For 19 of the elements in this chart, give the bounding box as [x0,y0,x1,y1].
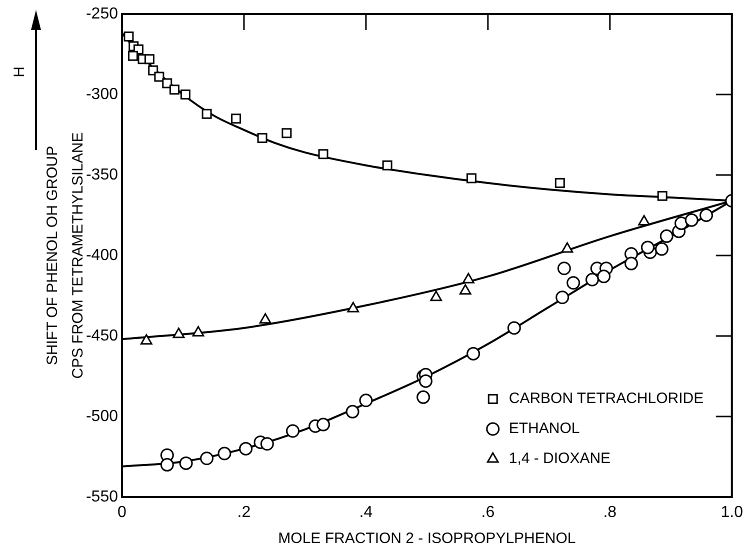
x-tick-label: .8 [603,504,617,522]
x-tick-label: 1.0 [720,504,744,522]
x-tick-label: .2 [237,504,251,522]
text: H [11,66,28,78]
y-axis-title: SHIFT OF PHENOL OH GROUP CPS FROM TETRAMETHYLSILANE [44,132,86,379]
legend-label: 1,4 - DIOXANE [508,450,611,468]
y-tick-label: -550 [86,488,118,506]
x-tick-label: 0 [118,504,127,522]
legend-label: ETHANOL [508,420,580,438]
y-tick-label: -500 [86,408,118,425]
y-tick-label: -250 [86,5,118,22]
y-tick-label: -450 [86,327,118,344]
y-tick-label: -350 [86,166,118,184]
legend-label: CARBON TETRACHLORIDE [508,390,704,408]
x-tick-label: .6 [481,504,495,522]
y-tick-label: -300 [86,86,118,103]
x-axis-title: MOLE FRACTION 2 - ISOPROPYLPHENOL [278,530,576,548]
y-tick-label: -400 [86,246,118,264]
x-tick-label: .4 [359,504,373,522]
